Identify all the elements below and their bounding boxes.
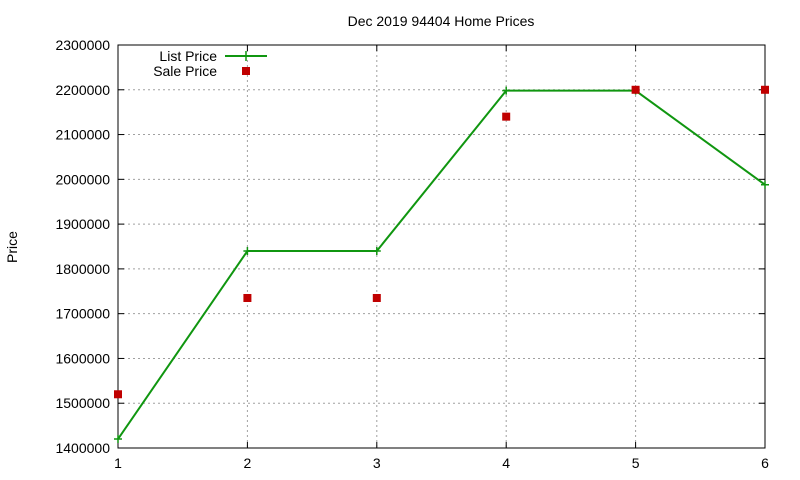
x-tick-label: 2 bbox=[244, 455, 252, 471]
sale-price-point bbox=[114, 390, 122, 399]
list-price-point bbox=[243, 246, 252, 255]
legend-label-list-price: List Price bbox=[159, 48, 217, 64]
tick-labels: 1400000 1500000 1600000 1700000 1800000 19000… bbox=[55, 37, 769, 471]
y-axis-label: Price bbox=[4, 231, 20, 263]
sale-price-point bbox=[761, 85, 769, 94]
y-tick-label: 1500000 bbox=[55, 395, 110, 411]
x-tick-label: 4 bbox=[502, 455, 510, 471]
legend-marker-list-price bbox=[241, 51, 251, 61]
y-tick-label: 1700000 bbox=[55, 306, 110, 322]
list-price-point bbox=[372, 246, 381, 255]
sale-price-point bbox=[243, 293, 252, 302]
list-price-point bbox=[761, 180, 769, 189]
y-tick-label: 1900000 bbox=[55, 216, 110, 232]
x-tick-label: 5 bbox=[632, 455, 640, 471]
legend: List Price Sale Price bbox=[153, 48, 267, 79]
x-tick-label: 6 bbox=[761, 455, 769, 471]
sale-price-point bbox=[372, 293, 381, 302]
y-tick-label: 2200000 bbox=[55, 82, 110, 98]
plot-frame bbox=[117, 44, 766, 449]
y-tick-label: 2100000 bbox=[55, 127, 110, 143]
series bbox=[114, 85, 769, 444]
x-tick-label: 1 bbox=[114, 455, 122, 471]
sale-price-point bbox=[631, 85, 640, 94]
legend-label-sale-price: Sale Price bbox=[153, 63, 217, 79]
chart-title: Dec 2019 94404 Home Prices bbox=[348, 13, 535, 29]
y-tick-label: 1600000 bbox=[55, 350, 110, 366]
x-tick-label: 3 bbox=[373, 455, 381, 471]
y-tick-label: 1800000 bbox=[55, 261, 110, 277]
y-tick-label: 1400000 bbox=[55, 440, 110, 456]
legend-marker-sale-price bbox=[242, 67, 250, 75]
sale-price-point bbox=[502, 112, 511, 121]
list-price-point bbox=[502, 86, 511, 95]
y-tick-label: 2300000 bbox=[55, 37, 110, 53]
list-price-line bbox=[117, 89, 766, 440]
list-price-point bbox=[114, 435, 122, 444]
y-tick-label: 2000000 bbox=[55, 171, 110, 187]
